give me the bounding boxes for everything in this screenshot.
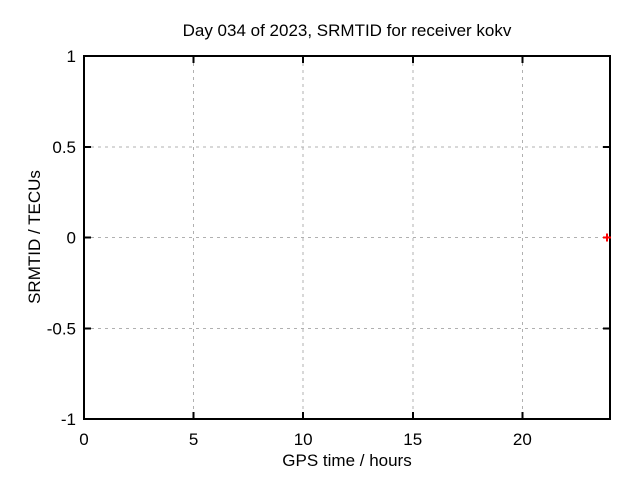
x-tick-label: 15	[403, 430, 422, 449]
y-tick-label: 0	[67, 229, 76, 248]
y-tick-label: -1	[61, 410, 76, 429]
x-tick-label: 5	[189, 430, 198, 449]
y-tick-label: -0.5	[47, 319, 76, 338]
x-tick-label: 0	[79, 430, 88, 449]
chart-title: Day 034 of 2023, SRMTID for receiver kok…	[182, 21, 512, 40]
x-tick-label: 20	[513, 430, 532, 449]
y-tick-label: 1	[67, 47, 76, 66]
y-tick-label: 0.5	[52, 138, 76, 157]
x-tick-label: 10	[294, 430, 313, 449]
x-axis-label: GPS time / hours	[282, 451, 412, 470]
